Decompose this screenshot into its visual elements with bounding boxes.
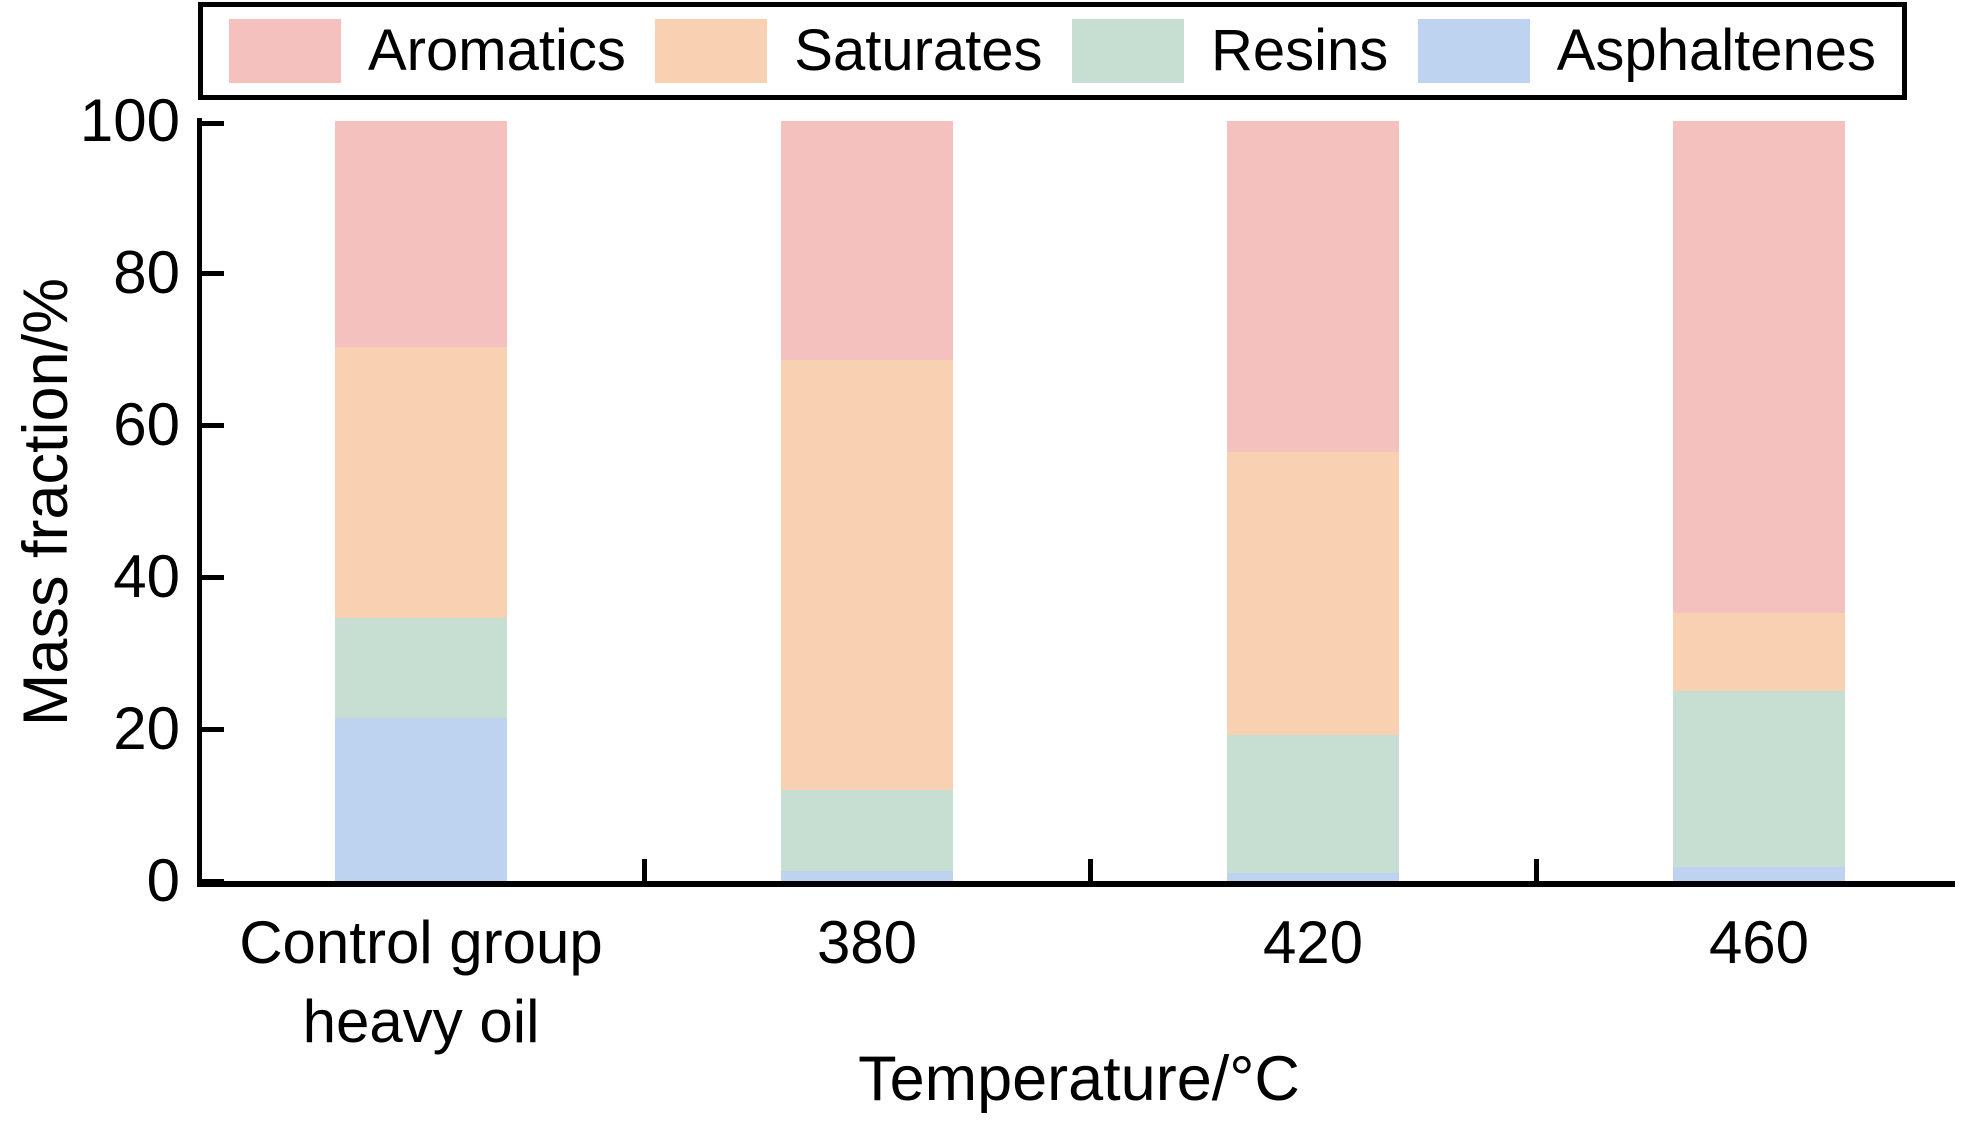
y-axis-title: Mass fraction/% xyxy=(11,277,81,727)
x-category-label-line: Control group xyxy=(239,909,603,976)
x-category-label-line: 420 xyxy=(1262,909,1364,976)
bar-380-segment-asphaltenes xyxy=(781,871,953,881)
bar-380-segment-saturates xyxy=(781,360,953,790)
x-category-label-380: 380 xyxy=(607,903,1127,982)
x-category-label-control-group-heavy-oil: Control group heavy oil xyxy=(161,903,681,1061)
y-tick-label-20: 20 xyxy=(113,695,180,762)
bar-420-segment-resins xyxy=(1227,735,1399,873)
legend-swatch-resins xyxy=(1072,19,1184,83)
bar-460-segment-saturates xyxy=(1673,612,1845,691)
y-tick-label-0: 0 xyxy=(146,847,180,914)
legend-label-resins: Resins xyxy=(1211,18,1389,83)
bar-380-segment-aromatics xyxy=(781,121,953,361)
x-category-label-line: 380 xyxy=(816,909,918,976)
bar-control-group-heavy-oil-segment-asphaltenes xyxy=(335,718,507,881)
legend-swatch-aromatics xyxy=(229,19,341,83)
x-category-label-460: 460 xyxy=(1499,903,1980,982)
bar-420-segment-asphaltenes xyxy=(1227,872,1399,881)
legend-item-asphaltenes: Asphaltenes xyxy=(1417,18,1876,83)
bar-460-segment-resins xyxy=(1673,691,1845,867)
y-tick-80 xyxy=(202,270,224,276)
bar-control-group-heavy-oil-segment-resins xyxy=(335,618,507,719)
plot-area xyxy=(202,121,1955,884)
bar-control-group-heavy-oil-segment-aromatics xyxy=(335,121,507,347)
bar-420-segment-aromatics xyxy=(1227,121,1399,452)
legend-item-saturates: Saturates xyxy=(655,18,1043,83)
x-category-label-line: 460 xyxy=(1708,909,1810,976)
y-tick-label-40: 40 xyxy=(113,543,180,610)
legend-swatch-asphaltenes xyxy=(1417,19,1530,83)
x-tick-boundary-1 xyxy=(641,859,647,881)
y-tick-20 xyxy=(202,726,224,732)
bar-420-segment-saturates xyxy=(1227,451,1399,736)
x-tick-boundary-3 xyxy=(1533,859,1539,881)
x-axis-line xyxy=(197,881,1955,887)
y-tick-100 xyxy=(202,121,224,126)
y-axis-line xyxy=(197,118,202,887)
bar-460-segment-asphaltenes xyxy=(1673,866,1845,881)
legend-swatch-saturates xyxy=(655,19,768,83)
y-tick-label-80: 80 xyxy=(113,239,180,306)
x-category-label-420: 420 xyxy=(1053,903,1573,982)
x-axis-title: Temperature/°C xyxy=(858,1044,1300,1114)
bar-control-group-heavy-oil-segment-saturates xyxy=(335,346,507,619)
y-tick-60 xyxy=(202,422,224,428)
legend: Aromatics Saturates Resins Asphaltenes xyxy=(198,2,1907,100)
y-tick-40 xyxy=(202,574,224,580)
y-tick-0 xyxy=(202,878,224,884)
legend-label-saturates: Saturates xyxy=(794,18,1043,83)
bar-460-segment-aromatics xyxy=(1673,121,1845,613)
legend-label-aromatics: Aromatics xyxy=(368,18,626,83)
x-category-label-line: heavy oil xyxy=(302,988,540,1055)
bar-380-segment-resins xyxy=(781,789,953,872)
legend-item-resins: Resins xyxy=(1072,19,1388,83)
legend-item-aromatics: Aromatics xyxy=(229,19,626,83)
y-tick-label-100: 100 xyxy=(79,87,180,154)
x-tick-boundary-2 xyxy=(1087,859,1093,881)
y-tick-label-60: 60 xyxy=(113,391,180,458)
legend-label-asphaltenes: Asphaltenes xyxy=(1556,18,1876,83)
